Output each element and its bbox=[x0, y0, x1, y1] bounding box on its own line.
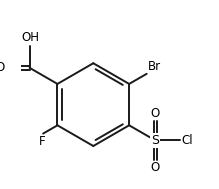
Text: F: F bbox=[39, 135, 46, 148]
Text: O: O bbox=[151, 161, 160, 174]
Text: S: S bbox=[151, 134, 159, 147]
Text: O: O bbox=[151, 107, 160, 120]
Text: OH: OH bbox=[21, 31, 39, 44]
Text: Br: Br bbox=[148, 60, 161, 73]
Text: Cl: Cl bbox=[181, 134, 193, 147]
Text: O: O bbox=[0, 61, 4, 74]
